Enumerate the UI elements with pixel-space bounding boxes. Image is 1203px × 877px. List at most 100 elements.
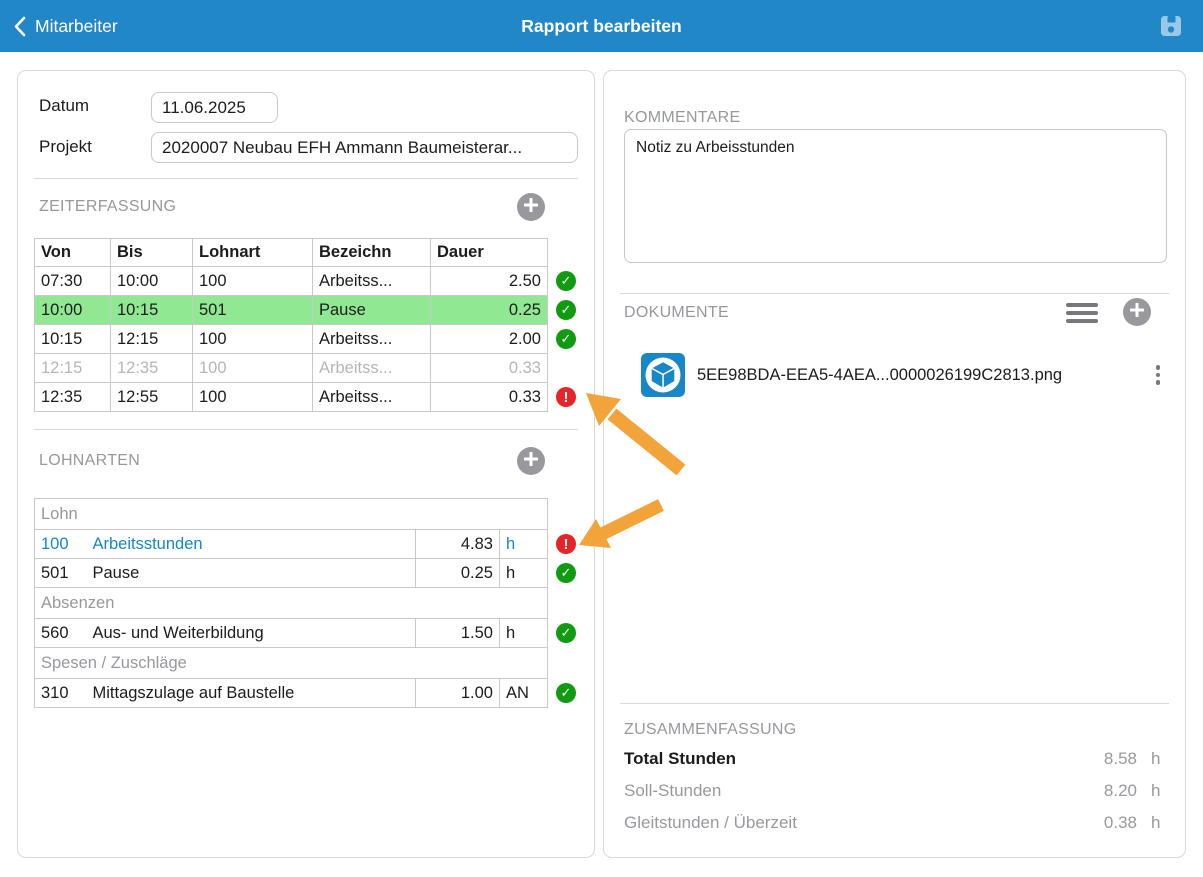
cell-name[interactable]: Mittagszulage auf Baustelle [86, 678, 416, 708]
group-label: Absenzen [34, 587, 548, 619]
back-button-label: Mitarbeiter [35, 15, 118, 36]
col-header-bezeichn[interactable]: Bezeichn [312, 238, 431, 267]
table-header-row: Von Bis Lohnart Bezeichn Dauer [34, 238, 548, 267]
lohnart-row[interactable]: 501 Pause 0.25 h [34, 558, 548, 588]
cell-bezeichn[interactable]: Arbeitss... [312, 266, 431, 296]
lohnart-row[interactable]: 100 Arbeitsstunden 4.83 h [34, 529, 548, 559]
chevron-left-icon [14, 16, 26, 37]
zeit-row[interactable]: 07:30 10:00 100 Arbeitss... 2.50 [34, 266, 548, 296]
cell-bezeichn[interactable]: Arbeitss... [312, 382, 431, 412]
dokument-list-item[interactable]: 5EE98BDA-EEA5-4AEA...0000026199C2813.png [641, 353, 1167, 397]
dokumente-title: DOKUMENTE [624, 304, 729, 321]
cell-code[interactable]: 501 [34, 558, 87, 588]
kebab-vertical-icon[interactable] [1149, 363, 1167, 387]
cell-bis[interactable]: 10:15 [110, 295, 193, 325]
cell-unit[interactable]: h [498, 558, 548, 588]
cell-unit[interactable]: h [498, 618, 548, 648]
cell-dauer[interactable]: 2.00 [430, 324, 548, 354]
cell-lohnart[interactable]: 100 [192, 324, 313, 354]
zeit-row[interactable]: 10:00 10:15 501 Pause 0.25 [34, 295, 548, 325]
col-header-bis[interactable]: Bis [110, 238, 193, 267]
cell-bis[interactable]: 12:15 [110, 324, 193, 354]
cell-value[interactable]: 1.00 [415, 678, 500, 708]
summary-row-total-stunden: Total Stunden 8.58 h [624, 743, 1167, 775]
add-lohnart-button[interactable] [517, 447, 545, 475]
exclamation-circle-icon [556, 387, 576, 407]
cell-dauer[interactable]: 0.33 [430, 382, 548, 412]
cell-von[interactable]: 10:00 [34, 295, 111, 325]
check-circle-icon [556, 623, 576, 643]
page-title: Rapport bearbeiten [521, 16, 682, 36]
cell-bis[interactable]: 10:00 [110, 266, 193, 296]
summary-value: 8.20 [1103, 781, 1137, 800]
divider [620, 703, 1169, 704]
cell-value[interactable]: 0.25 [415, 558, 500, 588]
summary-row-soll-stunden: Soll-Stunden 8.20 h [624, 775, 1167, 807]
summary-unit: h [1151, 813, 1161, 832]
check-circle-icon [556, 683, 576, 703]
add-zeiterfassung-button[interactable] [517, 193, 545, 221]
projekt-label: Projekt [39, 137, 92, 156]
cell-von[interactable]: 07:30 [34, 266, 111, 296]
lohnart-row[interactable]: 560 Aus- und Weiterbildung 1.50 h [34, 618, 548, 648]
cell-bezeichn[interactable]: Pause [312, 295, 431, 325]
lohnarten-table: Lohn 100 Arbeitsstunden 4.83 h 501 Pause… [34, 498, 549, 708]
kommentar-textarea[interactable]: Notiz zu Arbeisstunden [624, 129, 1167, 263]
col-header-dauer[interactable]: Dauer [430, 238, 548, 267]
cell-bis[interactable]: 12:55 [110, 382, 193, 412]
plus-circle-icon [523, 451, 539, 471]
cell-dauer[interactable]: 0.25 [430, 295, 548, 325]
col-header-lohnart[interactable]: Lohnart [192, 238, 313, 267]
summary-label: Total Stunden [624, 749, 737, 768]
cell-code[interactable]: 310 [34, 678, 87, 708]
cell-name[interactable]: Aus- und Weiterbildung [86, 618, 416, 648]
datum-input[interactable] [151, 92, 278, 123]
projekt-input[interactable] [151, 132, 578, 163]
cell-lohnart[interactable]: 100 [192, 266, 313, 296]
cell-name[interactable]: Arbeitsstunden [86, 529, 416, 559]
cell-bezeichn[interactable]: Arbeitss... [312, 324, 431, 354]
cell-bezeichn[interactable]: Arbeitss... [312, 353, 431, 383]
cell-value[interactable]: 1.50 [415, 618, 500, 648]
plus-circle-icon [1129, 302, 1145, 322]
zeit-row[interactable]: 12:15 12:35 100 Arbeitss... 0.33 [34, 353, 548, 383]
add-dokument-button[interactable] [1123, 298, 1151, 326]
dokument-file-name: 5EE98BDA-EEA5-4AEA...0000026199C2813.png [697, 365, 1063, 384]
rapport-detail-panel: Datum Projekt ZEITERFASSUNG Von Bis Lohn… [17, 70, 595, 858]
check-circle-icon [556, 300, 576, 320]
summary-unit: h [1151, 781, 1161, 800]
cell-unit[interactable]: h [498, 529, 548, 559]
zeiterfassung-title: ZEITERFASSUNG [39, 198, 177, 215]
hamburger-icon[interactable] [1066, 303, 1098, 323]
zeit-row[interactable]: 10:15 12:15 100 Arbeitss... 2.00 [34, 324, 548, 354]
cell-code[interactable]: 560 [34, 618, 87, 648]
cell-dauer[interactable]: 0.33 [430, 353, 548, 383]
cell-name[interactable]: Pause [86, 558, 416, 588]
cell-lohnart[interactable]: 501 [192, 295, 313, 325]
kommentare-title: KOMMENTARE [624, 109, 741, 126]
cell-von[interactable]: 10:15 [34, 324, 111, 354]
cell-unit[interactable]: AN [498, 678, 548, 708]
cell-von[interactable]: 12:35 [34, 382, 111, 412]
back-button[interactable]: Mitarbeiter [14, 0, 118, 52]
save-button[interactable] [1160, 15, 1182, 37]
floppy-disk-icon [1160, 16, 1182, 41]
cell-dauer[interactable]: 2.50 [430, 266, 548, 296]
check-circle-icon [556, 329, 576, 349]
plus-circle-icon [523, 197, 539, 217]
cell-lohnart[interactable]: 100 [192, 353, 313, 383]
cell-lohnart[interactable]: 100 [192, 382, 313, 412]
cell-value[interactable]: 4.83 [415, 529, 500, 559]
exclamation-circle-icon [556, 534, 576, 554]
cell-bis[interactable]: 12:35 [110, 353, 193, 383]
summary-unit: h [1151, 749, 1161, 768]
divider [620, 293, 1169, 294]
summary-label: Gleitstunden / Überzeit [624, 813, 797, 832]
cell-code[interactable]: 100 [34, 529, 87, 559]
col-header-von[interactable]: Von [34, 238, 111, 267]
lohnart-row[interactable]: 310 Mittagszulage auf Baustelle 1.00 AN [34, 678, 548, 708]
cell-von[interactable]: 12:15 [34, 353, 111, 383]
lohnart-group-row: Lohn [34, 498, 548, 530]
zeit-row[interactable]: 12:35 12:55 100 Arbeitss... 0.33 [34, 382, 548, 412]
